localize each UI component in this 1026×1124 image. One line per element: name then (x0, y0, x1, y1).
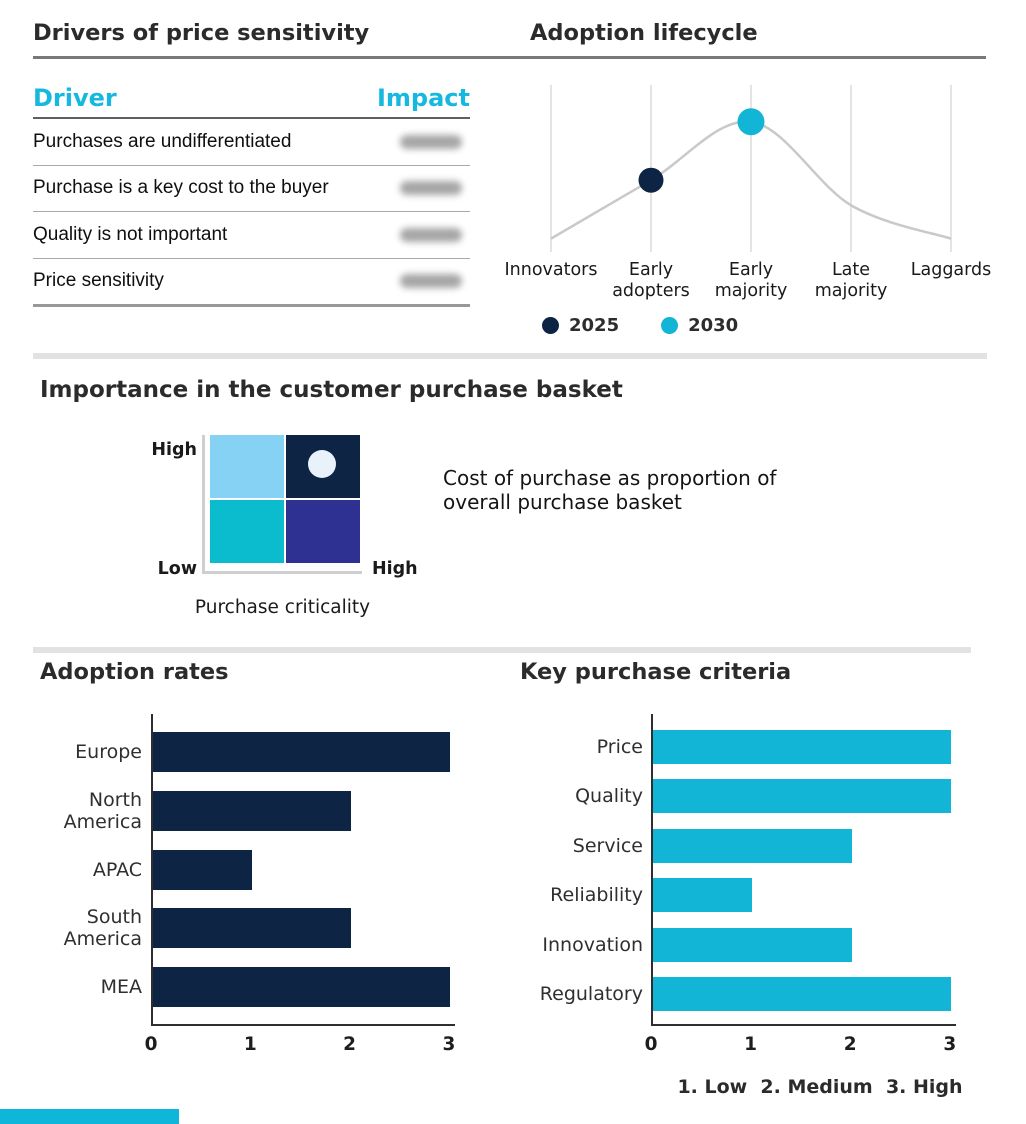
legend-item: 2025 (542, 315, 619, 336)
drivers-table-body: Purchases are undifferentiated Purchase i… (33, 119, 470, 307)
brand-accent-bar (0, 1109, 179, 1124)
y-axis-high-label: High (151, 440, 197, 460)
category-label: APAC (92, 858, 142, 881)
category-label: Reliability (550, 884, 643, 907)
legend-label: 2025 (569, 315, 620, 336)
lifecycle-stage-labels: Innovators Early adopters Early majority La… (504, 260, 991, 306)
section-divider (33, 647, 971, 653)
stage-label: Innovators (504, 260, 598, 280)
category-label: Regulatory (539, 983, 643, 1005)
section-title-purchase-basket: Importance in the customer purchase bask… (40, 377, 623, 403)
bar-europe (152, 732, 451, 772)
quadrant-bottom-left (210, 500, 284, 563)
column-header-driver: Driver (33, 84, 117, 112)
x-tick: 2 (843, 1034, 857, 1055)
section-divider (33, 353, 987, 359)
quadrant-top-right (286, 435, 360, 498)
position-marker (308, 450, 336, 478)
x-tick: 1 (744, 1034, 758, 1055)
matrix-x-axis-title: Purchase criticality (194, 597, 371, 618)
bar-price (652, 730, 952, 764)
bar-service (652, 828, 852, 863)
bar-mea (152, 967, 451, 1007)
x-tick: 3 (943, 1034, 957, 1055)
stage-label: Early majority (714, 260, 788, 301)
impact-value-redacted (400, 227, 462, 242)
category-label: Service (572, 834, 643, 857)
quadrant-grid (210, 435, 360, 563)
category-label: Quality (575, 785, 643, 808)
driver-cell: Purchase is a key cost to the buyer (33, 177, 329, 199)
stage-label: Late majority (814, 260, 888, 301)
basket-annotation: Cost of purchase as proportion of overal… (443, 466, 777, 514)
drivers-table-header: Driver Impact (33, 72, 470, 119)
bar-south-america (152, 908, 352, 949)
quadrant-top-left (210, 435, 284, 498)
matrix-x-axis (202, 571, 362, 574)
y-axis-low-label: Low (157, 559, 197, 579)
quadrant-bottom-right (286, 500, 360, 563)
data-point-2030 (737, 108, 765, 136)
impact-value-redacted (400, 181, 462, 196)
table-row: Quality is not important (33, 212, 470, 259)
rating-scale-footnote: 1. Low 2. Medium 3. High (677, 1076, 963, 1098)
bar-quality (652, 779, 952, 814)
legend-label: 2030 (688, 315, 739, 336)
legend-item: 2030 (661, 315, 738, 336)
adoption-lifecycle-chart: Innovators Early adopters Early majority La… (504, 70, 991, 355)
category-label: Europe (75, 741, 142, 763)
stage-label: Laggards (910, 260, 992, 280)
header-rule (33, 56, 986, 59)
lifecycle-plot (550, 85, 952, 252)
category-label: MEA (100, 976, 142, 998)
x-tick: 2 (343, 1034, 357, 1055)
bar-regulatory (652, 977, 952, 1011)
table-row: Purchase is a key cost to the buyer (33, 166, 470, 212)
table-row: Purchases are undifferentiated (33, 119, 470, 166)
section-title-price-sensitivity: Drivers of price sensitivity (33, 20, 370, 46)
impact-value-redacted (400, 134, 462, 149)
category-label: South America (63, 906, 142, 951)
x-tick: 0 (144, 1034, 158, 1055)
data-point-2025 (638, 167, 664, 193)
stage-label: Early adopters (612, 260, 690, 301)
x-tick: 1 (243, 1034, 257, 1055)
drivers-table: Driver Impact Purchases are undifferenti… (33, 72, 470, 307)
adoption-rates-x-axis (151, 1024, 455, 1026)
table-row: Price sensitivity (33, 259, 470, 307)
bar-innovation (652, 927, 852, 962)
category-label: Price (596, 736, 643, 758)
key-criteria-y-axis (651, 714, 653, 1025)
driver-cell: Purchases are undifferentiated (33, 130, 292, 152)
key-criteria-x-axis (651, 1024, 956, 1026)
adoption-rates-y-axis (151, 714, 153, 1025)
matrix-y-axis (202, 435, 205, 573)
bar-reliability (652, 878, 753, 913)
legend-dot (542, 317, 559, 334)
lifecycle-legend: 2025 2030 (542, 315, 738, 336)
column-header-impact: Impact (376, 84, 470, 112)
legend-dot (661, 317, 679, 334)
driver-cell: Quality is not important (33, 223, 228, 245)
impact-value-redacted (400, 274, 462, 289)
x-axis-high-label: High (372, 559, 418, 579)
section-title-adoption-lifecycle: Adoption lifecycle (530, 20, 758, 46)
driver-cell: Price sensitivity (33, 270, 164, 292)
section-title-key-purchase-criteria: Key purchase criteria (520, 659, 792, 685)
x-tick: 0 (644, 1034, 658, 1055)
section-title-adoption-rates: Adoption rates (40, 659, 229, 685)
x-tick: 3 (442, 1034, 456, 1055)
category-label: Innovation (542, 933, 643, 956)
bar-north-america (152, 790, 352, 831)
category-label: North America (63, 788, 142, 833)
bar-apac (152, 849, 252, 890)
